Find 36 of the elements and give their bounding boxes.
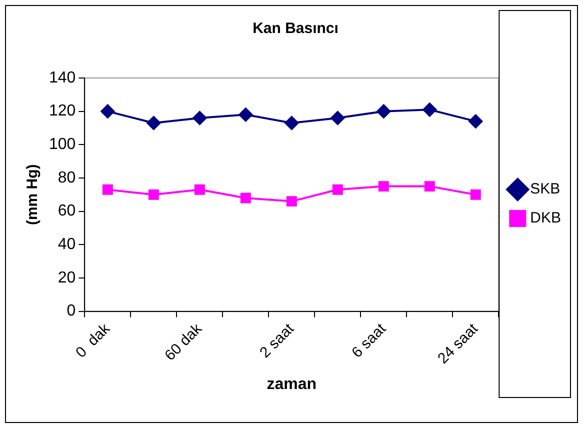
point: [330, 110, 345, 125]
y-tick-label: 140: [48, 69, 76, 86]
chart-title: Kan Basıncı: [252, 20, 338, 38]
y-axis-title: (mm Hg): [24, 164, 42, 226]
point: [470, 189, 481, 200]
point: [102, 184, 113, 195]
point: [286, 196, 297, 207]
point: [284, 116, 299, 130]
x-tick-label: 2 saat: [256, 320, 298, 362]
y-tick-label: 120: [48, 102, 76, 120]
point: [146, 116, 161, 130]
x-tick-label: 0 dak: [72, 320, 114, 362]
y-tick-label: 20: [58, 269, 76, 286]
x-tick-label: 6 saat: [348, 320, 390, 362]
point: [332, 184, 343, 195]
y-tick-label: 100: [48, 136, 76, 154]
point: [424, 181, 435, 192]
y-tick-label: 60: [58, 202, 76, 220]
y-tick-label: 80: [58, 169, 76, 186]
point: [238, 108, 253, 122]
x-tick-label: 60 dak: [162, 320, 206, 364]
point: [378, 181, 389, 192]
x-tick-label: 24 saat: [434, 320, 482, 368]
point: [194, 184, 205, 195]
point: [100, 104, 115, 118]
point: [376, 104, 391, 118]
point: [240, 192, 251, 204]
y-tick-label: 40: [58, 236, 76, 254]
point: [468, 114, 483, 128]
y-tick-label: 0: [66, 302, 76, 320]
point: [422, 102, 437, 117]
x-axis-title: zaman: [266, 376, 317, 393]
legend-label: SKB: [530, 180, 560, 198]
legend-label: DKB: [530, 210, 561, 227]
point: [192, 110, 207, 125]
point: [148, 189, 159, 200]
